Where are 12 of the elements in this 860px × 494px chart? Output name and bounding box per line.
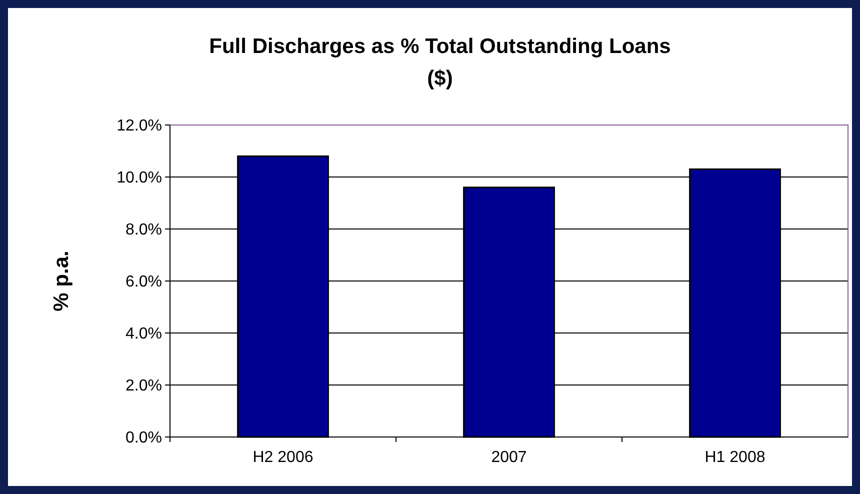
y-tick-label: 10.0% — [116, 170, 162, 187]
x-tick-label: H2 2006 — [252, 449, 314, 466]
y-tick-label: 12.0% — [116, 118, 162, 135]
y-tick-label: 2.0% — [126, 378, 162, 395]
y-tick-label: 8.0% — [126, 222, 162, 239]
y-tick-label: 4.0% — [126, 326, 162, 343]
y-axis-title: % p.a. — [50, 250, 73, 312]
y-tick-label: 0.0% — [126, 430, 162, 447]
y-tick-label: 6.0% — [126, 274, 162, 291]
chart-title: Full Discharges as % Total Outstanding Loans ($) — [209, 35, 671, 90]
x-tick-label: 2007 — [491, 449, 527, 466]
x-tick-label: H1 2008 — [704, 449, 766, 466]
